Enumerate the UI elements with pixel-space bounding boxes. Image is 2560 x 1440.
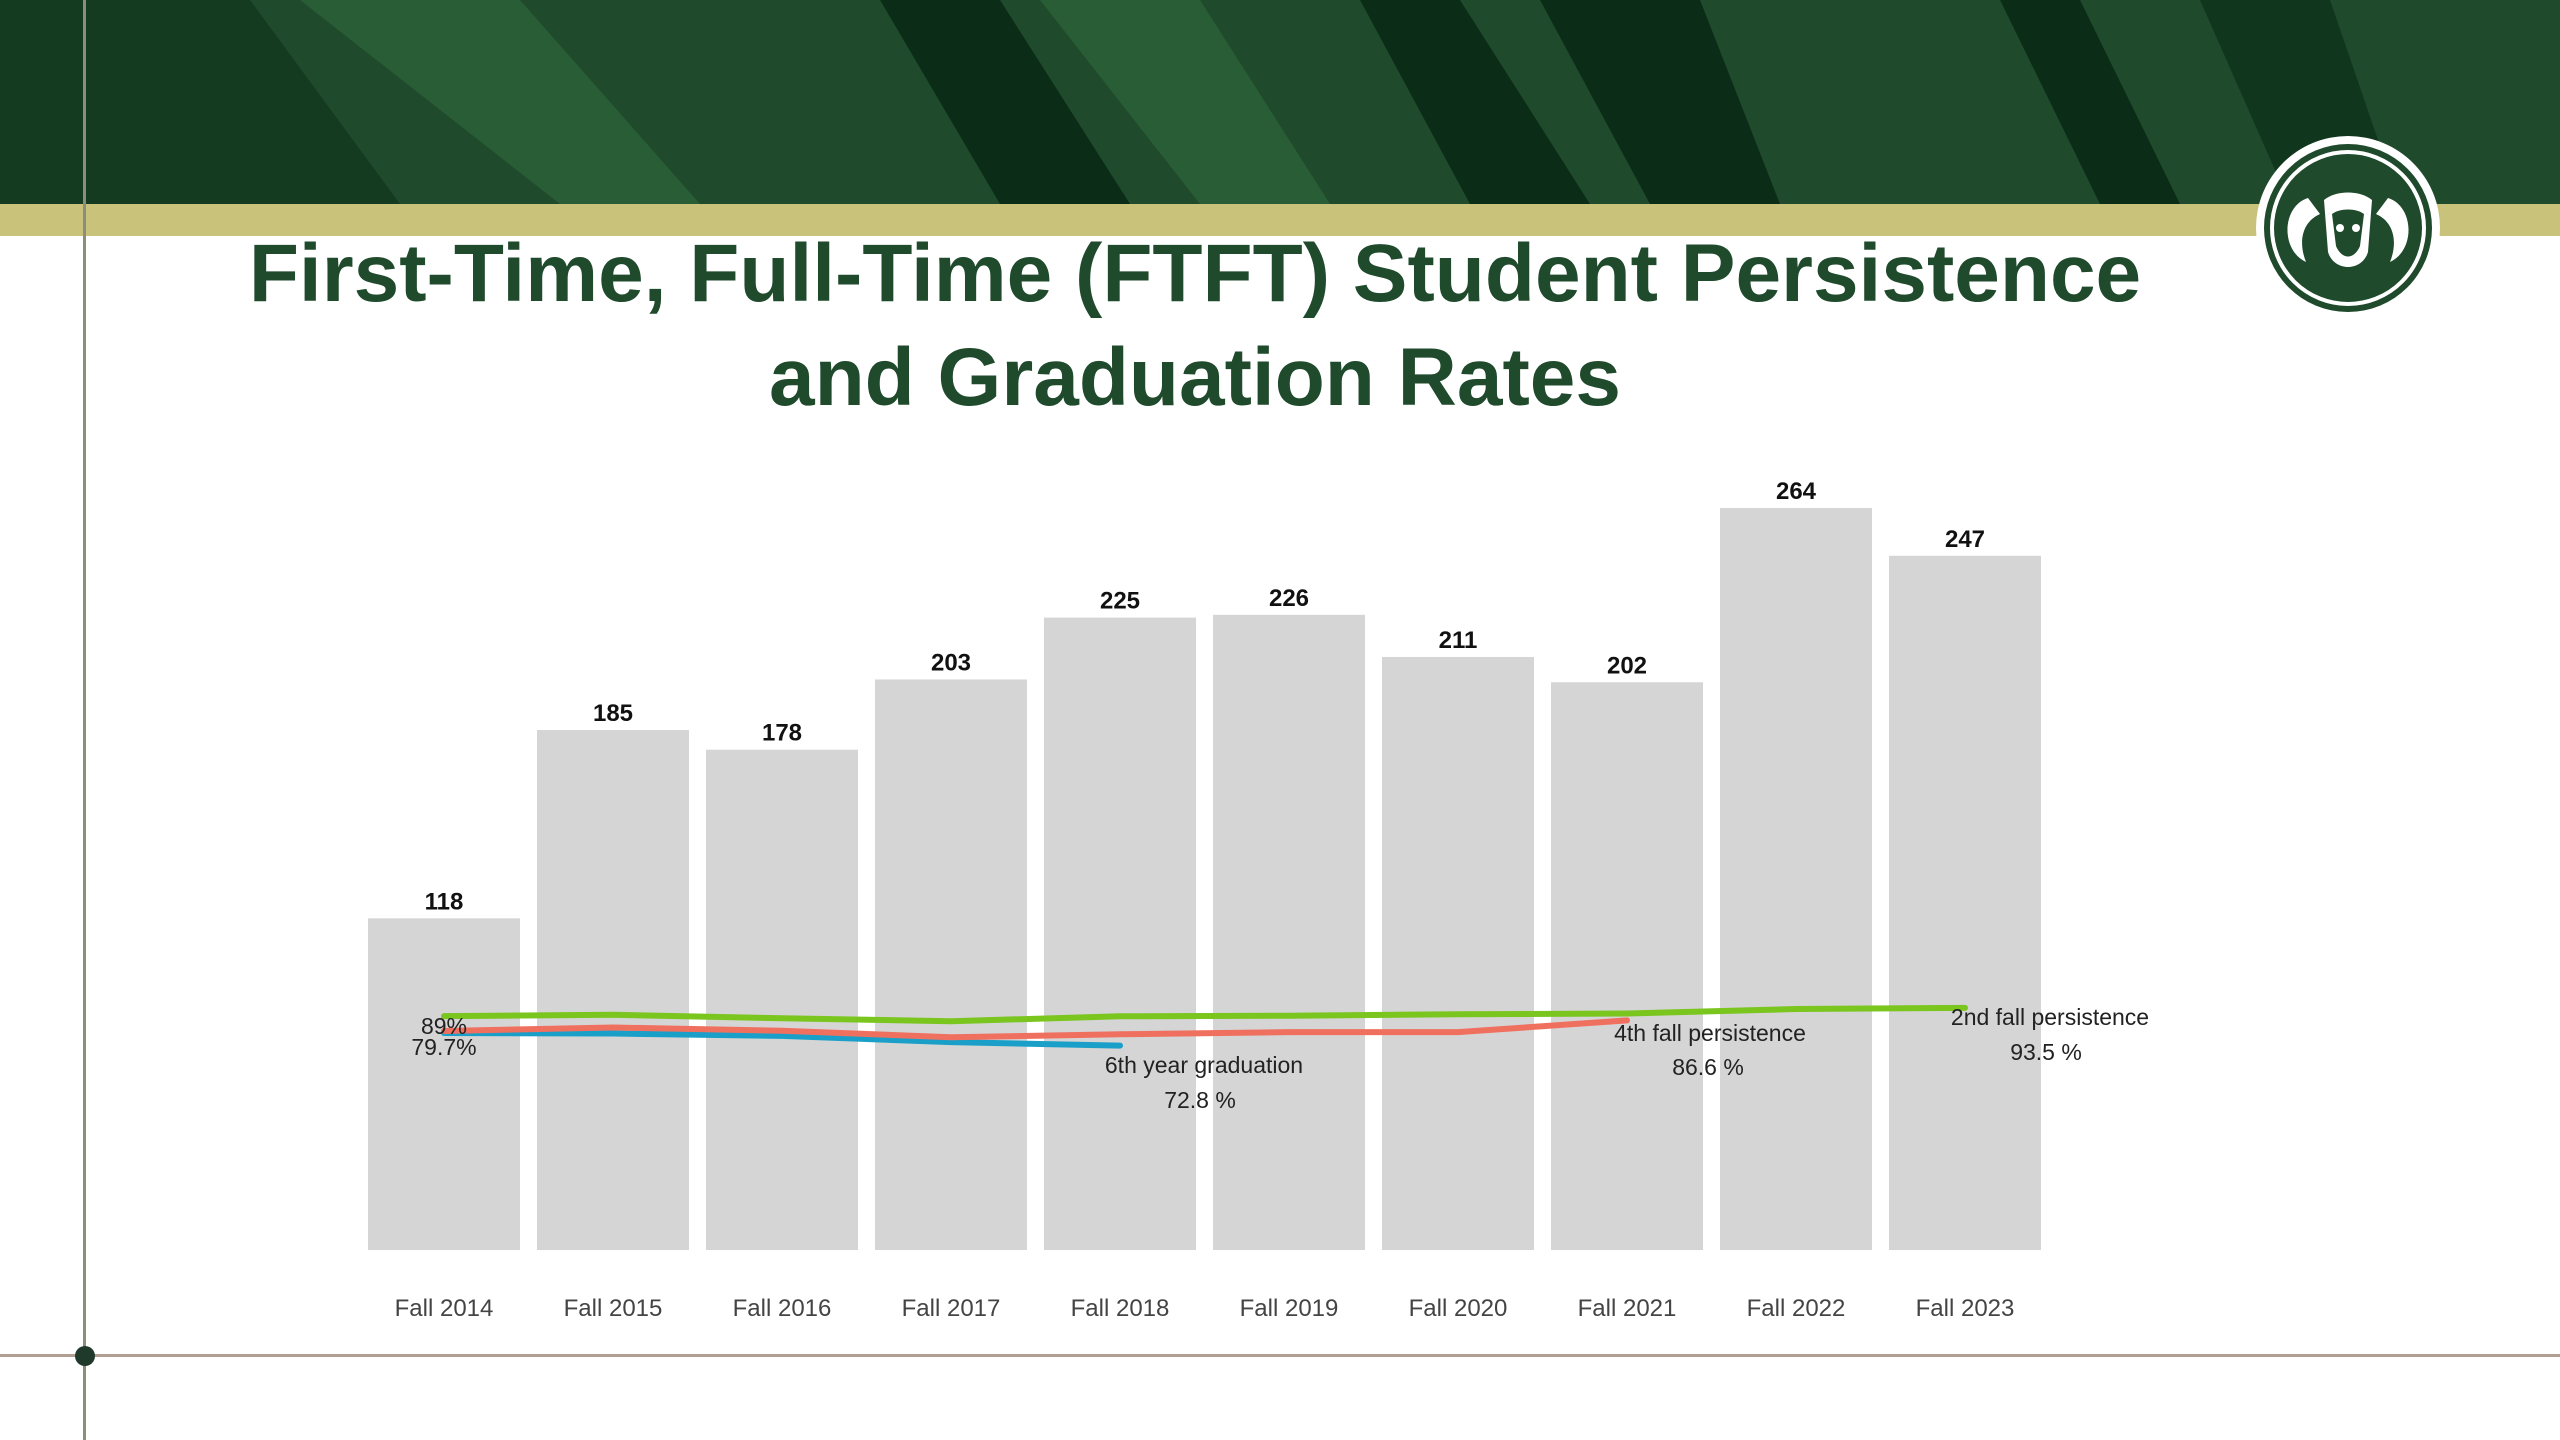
enrollment-persistence-chart: 118 185 178 203 225 226 211 202 264 247 Fall 2014… (368, 478, 2149, 1322)
annotation-p4-end: 86.6 % (1672, 1054, 1744, 1080)
bar-value-label: 264 (1776, 478, 1817, 505)
bar-value-label: 225 (1100, 588, 1140, 615)
rate-lines (441, 1004, 1968, 1049)
annotation-p2-end: 93.5 % (2010, 1039, 2082, 1065)
bar-value-label: 226 (1269, 585, 1309, 612)
gold-band (0, 204, 2560, 236)
bar-value-label: 203 (931, 649, 971, 676)
x-tick-label: Fall 2022 (1747, 1295, 1846, 1322)
line-persist-4th (441, 1017, 1630, 1041)
annotation-p2-start: 89% (421, 1013, 467, 1039)
bar-fall-2019 (1213, 614, 1365, 1250)
x-tick-label: Fall 2018 (1071, 1295, 1170, 1322)
banner-stripes (0, 0, 2400, 204)
x-tick-label: Fall 2020 (1409, 1295, 1508, 1322)
title-line-2: and Graduation Rates (768, 332, 1622, 423)
ram-head-logo-icon (2254, 134, 2442, 322)
line-persist-2nd (441, 1004, 1968, 1025)
bar-fall-2016 (706, 749, 858, 1250)
bar-value-label: 247 (1945, 526, 1985, 553)
x-tick-label: Fall 2023 (1916, 1295, 2015, 1322)
bar-fall-2022 (1720, 508, 1872, 1250)
bar-fall-2018 (1044, 617, 1196, 1250)
page-title: First-Time, Full-Time (FTFT) Student Per… (0, 222, 2390, 430)
x-tick-label: Fall 2014 (395, 1295, 494, 1322)
x-tick-label: Fall 2019 (1240, 1295, 1339, 1322)
bar-value-label: 118 (425, 888, 464, 915)
rule-junction-dot (75, 1346, 95, 1366)
bar-fall-2015 (537, 730, 689, 1250)
line-annotations: 89%79.7% 6th year graduation 72.8 % 4th fal… (411, 1004, 2149, 1113)
vertical-rule (83, 0, 86, 1440)
x-tick-label: Fall 2016 (733, 1295, 832, 1322)
bar-value-label: 185 (593, 700, 633, 727)
bar-fall-2017 (875, 679, 1027, 1250)
bar-fall-2020 (1382, 656, 1534, 1250)
bar-fall-2014 (368, 918, 520, 1250)
bar-value-labels: 118 185 178 203 225 226 211 202 264 247 (425, 478, 1985, 915)
bar-fall-2023 (1889, 555, 2041, 1250)
line-grad-6th (441, 1030, 1123, 1049)
x-tick-label: Fall 2021 (1578, 1295, 1677, 1322)
title-line-1: First-Time, Full-Time (FTFT) Student Per… (248, 228, 2142, 319)
x-tick-label: Fall 2015 (564, 1295, 663, 1322)
x-axis-tick-labels: Fall 2014 Fall 2015 Fall 2016 Fall 2017 Fall… (395, 1295, 2015, 1322)
bars (368, 508, 2041, 1250)
annotation-g6-name: 6th year graduation (1105, 1052, 1303, 1078)
header-banner (0, 0, 2560, 204)
bar-value-label: 202 (1607, 652, 1647, 679)
horizontal-rule (0, 1354, 2560, 1357)
annotation-g6-end: 72.8 % (1164, 1087, 1236, 1113)
bar-value-label: 178 (762, 720, 802, 747)
annotation-p2-name: 2nd fall persistence (1951, 1004, 2149, 1030)
bar-value-label: 211 (1439, 627, 1478, 654)
annotation-g6-start: 79.7% (411, 1034, 476, 1060)
bar-fall-2021 (1551, 682, 1703, 1250)
annotation-p4-name: 4th fall persistence (1614, 1020, 1806, 1046)
x-tick-label: Fall 2017 (902, 1295, 1001, 1322)
